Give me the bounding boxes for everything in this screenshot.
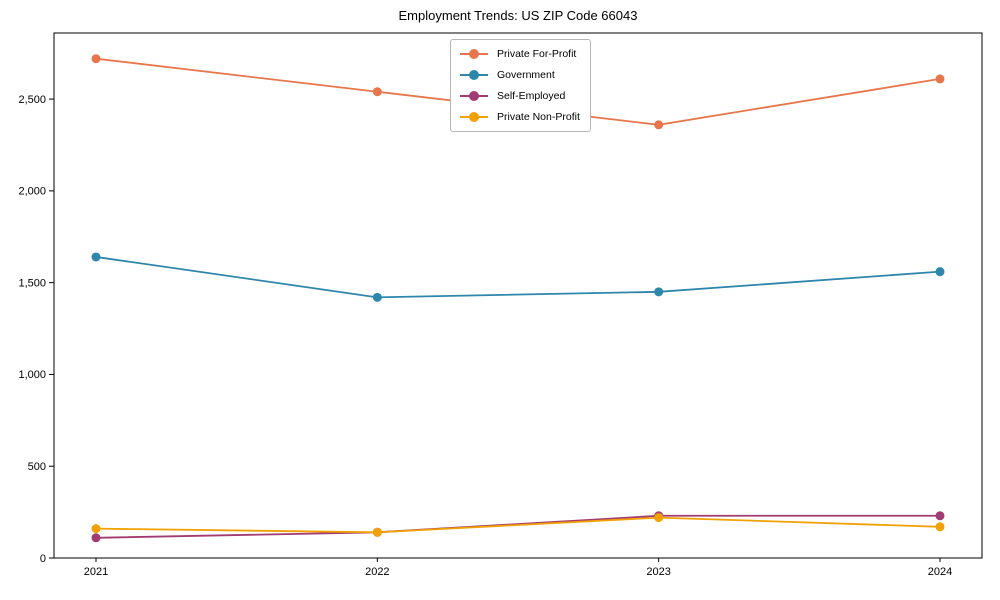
legend-marker-icon — [460, 112, 488, 123]
y-tick-label: 2,500 — [18, 94, 46, 106]
series-line-government — [95, 256, 941, 299]
plot-frame — [53, 32, 983, 559]
y-tick-label: 0 — [40, 553, 46, 565]
data-point-private-for-profit-2022 — [372, 87, 382, 97]
legend-label-private-non-profit: Private Non-Profit — [497, 111, 580, 123]
legend-item-private-for-profit: Private For-Profit — [460, 46, 580, 62]
x-tick-label: 2021 — [84, 566, 108, 578]
x-tick-label: 2023 — [646, 566, 670, 578]
legend-dot-sample — [469, 91, 479, 101]
data-point-government-2023 — [654, 287, 664, 297]
legend-label-government: Government — [497, 69, 555, 81]
legend-label-private-for-profit: Private For-Profit — [497, 48, 577, 60]
legend-dot-sample — [469, 70, 479, 80]
legend-marker-icon — [460, 49, 488, 60]
legend-label-self-employed: Self-Employed — [497, 90, 566, 102]
legend-marker-icon — [460, 70, 488, 81]
data-point-private-non-profit-2021 — [91, 524, 101, 534]
y-tick-label: 1,000 — [18, 369, 46, 381]
data-point-government-2022 — [372, 292, 382, 302]
data-point-private-for-profit-2023 — [654, 120, 664, 130]
data-point-self-employed-2021 — [91, 533, 101, 543]
legend-item-private-non-profit: Private Non-Profit — [460, 109, 580, 125]
y-tick-label: 500 — [28, 461, 46, 473]
legend: Private For-Profit Government Self-Employe… — [450, 39, 591, 132]
x-tick-label: 2022 — [365, 566, 389, 578]
y-tick-label: 2,000 — [18, 186, 46, 198]
y-tick-label: 1,500 — [18, 277, 46, 289]
data-point-private-for-profit-2021 — [91, 54, 101, 64]
data-point-private-non-profit-2022 — [372, 527, 382, 537]
x-tick-label: 2024 — [928, 566, 952, 578]
chart-title: Employment Trends: US ZIP Code 66043 — [398, 8, 638, 23]
series-line-private-non-profit — [95, 516, 941, 534]
data-point-private-non-profit-2024 — [935, 522, 945, 532]
legend-dot-sample — [469, 112, 479, 122]
data-point-private-non-profit-2023 — [654, 513, 664, 523]
series-line-self-employed — [95, 514, 940, 539]
data-point-government-2024 — [935, 267, 945, 277]
data-point-self-employed-2024 — [935, 511, 945, 521]
legend-marker-icon — [460, 91, 488, 102]
legend-item-self-employed: Self-Employed — [460, 88, 580, 104]
data-point-government-2021 — [91, 252, 101, 262]
legend-item-government: Government — [460, 67, 580, 83]
data-point-private-for-profit-2024 — [935, 74, 945, 84]
legend-dot-sample — [469, 49, 479, 59]
